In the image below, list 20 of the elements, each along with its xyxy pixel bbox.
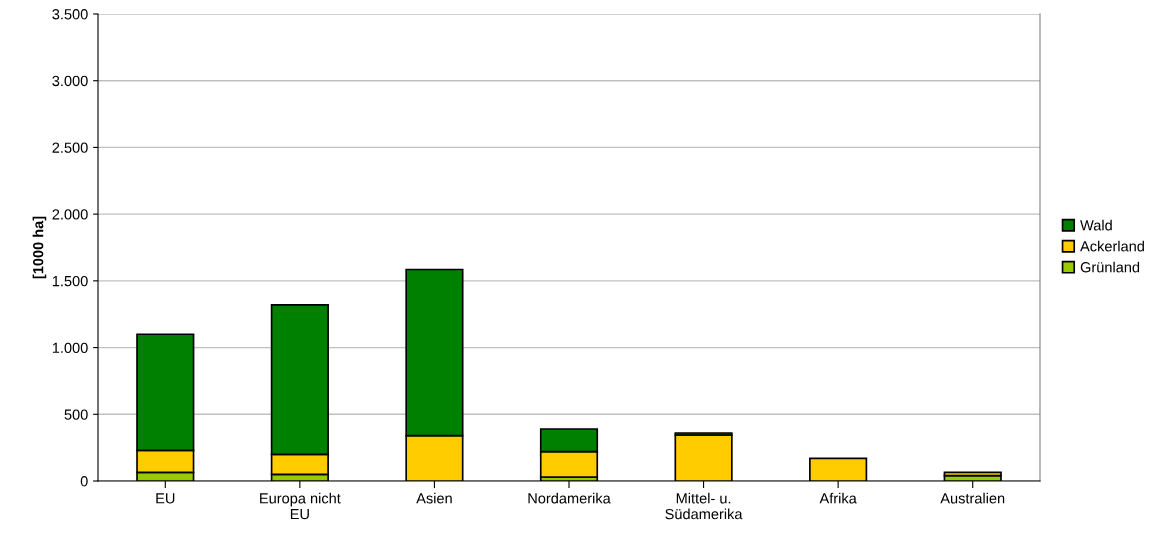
y-tick-label: 3.000 — [52, 75, 88, 87]
legend-label: Ackerland — [1080, 240, 1144, 252]
y-tick-label: 1.500 — [52, 275, 88, 287]
legend-label: Wald — [1080, 219, 1112, 231]
bar — [943, 471, 1002, 477]
x-tick-label: Australien — [940, 492, 1005, 504]
y-tick-label: 0 — [80, 476, 88, 487]
x-tick-label: Asien — [416, 492, 452, 504]
x-tick-label: Nordamerika — [528, 492, 611, 504]
y-axis-title: [1000 ha] — [32, 216, 47, 279]
x-tick-label: Afrika — [819, 492, 857, 504]
x-tick-label: Europa nicht EU — [260, 492, 341, 520]
x-tick-label: EU — [156, 493, 175, 504]
legend-label: Grünland — [1080, 261, 1140, 273]
y-tick-label: 2.000 — [52, 209, 88, 220]
y-tick-label: 1.000 — [52, 342, 88, 353]
x-tick-label: Mittel- u. Südamerika — [665, 492, 743, 520]
y-tick-label: 2.500 — [52, 142, 88, 153]
y-tick-label: 3.500 — [52, 9, 88, 20]
y-tick-label: 500 — [64, 409, 88, 420]
